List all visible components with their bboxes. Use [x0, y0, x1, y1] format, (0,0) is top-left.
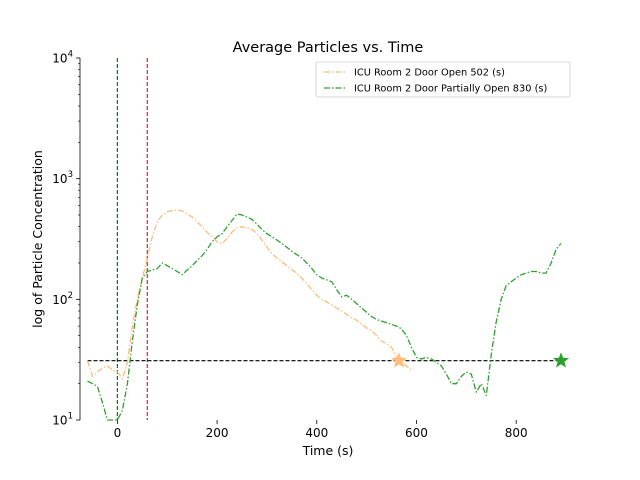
y-axis: 101 102 103 104 [52, 50, 81, 428]
star-marker [553, 352, 570, 368]
x-tick-label: 800 [505, 426, 528, 440]
data-series [86, 209, 562, 421]
y-tick-label: 102 [52, 291, 73, 307]
x-tick-label: 0 [114, 426, 122, 440]
end-markers [391, 352, 570, 368]
x-tick-label: 400 [305, 426, 328, 440]
legend-label: ICU Room 2 Door Open 502 (s) [354, 68, 505, 79]
x-tick-label: 200 [206, 426, 229, 440]
series-line-2 [87, 213, 562, 421]
x-axis-label: Time (s) [302, 443, 354, 458]
vertical-marker-lines [116, 58, 148, 420]
legend-box [315, 61, 571, 98]
y-tick-label: 101 [52, 412, 73, 428]
star-marker [391, 352, 408, 368]
legend: ICU Room 2 Door Open 502 (s) ICU Room 2 D… [315, 61, 571, 98]
y-tick-label: 104 [52, 50, 73, 66]
chart-title: Average Particles vs. Time [233, 40, 424, 56]
legend-label: ICU Room 2 Door Partially Open 830 (s) [354, 84, 547, 95]
y-tick-label: 103 [52, 170, 73, 186]
y-axis-label: log of Particle Concentration [30, 150, 45, 328]
x-tick-label: 600 [405, 426, 428, 440]
series-line-1 [86, 209, 412, 380]
x-axis: 0 200 400 600 800 [114, 420, 528, 440]
